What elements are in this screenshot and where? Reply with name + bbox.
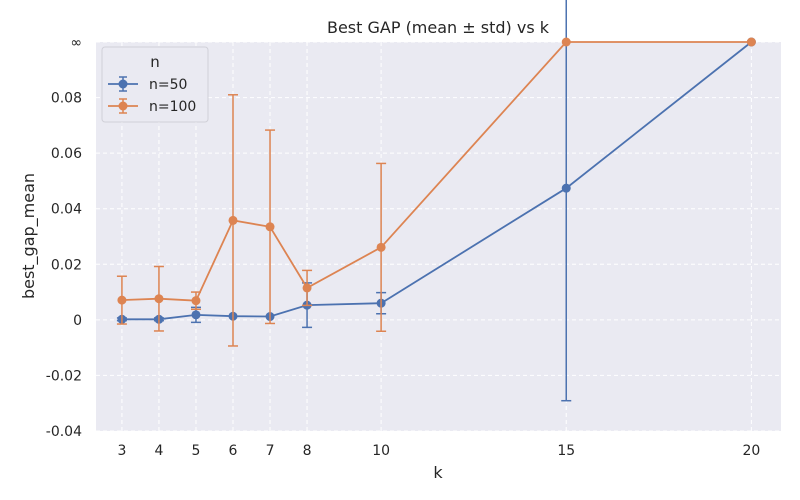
legend-item-n50: n=50 [108,76,187,93]
x-tick-label: 6 [229,443,238,459]
x-tick-label: 20 [742,443,760,459]
x-tick-label: 15 [557,443,575,459]
data-point [191,296,201,306]
y-tick-label: 0.04 [51,202,82,218]
x-tick-label: 4 [154,443,163,459]
legend-label-n100: n=100 [149,99,196,115]
x-axis-label: k [433,463,443,482]
legend-marker-n100 [118,101,128,111]
data-point [746,37,756,47]
x-tick-label: 10 [372,443,390,459]
data-point [302,283,312,293]
y-tick-label: 0.08 [51,91,82,107]
data-point [376,242,386,252]
series-layer [116,0,756,402]
y-tick-label: ∞ [70,35,82,51]
legend: n n=50 n=100 [101,46,209,123]
series-n=100 [116,37,756,347]
data-point [191,310,201,320]
y-tick-label: -0.04 [46,424,82,440]
y-tick-label: 0 [73,313,82,329]
legend-box [101,46,209,123]
data-point [561,183,571,193]
data-point [117,295,127,305]
legend-label-n50: n=50 [149,77,187,93]
legend-title: n [150,53,160,71]
legend-marker-n50 [118,79,128,89]
data-point [561,37,571,47]
data-point [265,222,275,232]
data-point [154,294,164,304]
y-tick-label: -0.02 [46,368,82,384]
x-tick-label: 3 [117,443,126,459]
x-tick-label: 7 [266,443,275,459]
tick-labels: 3 4 5 6 7 8 10 15 20 -0.04 -0.02 0 0.02 0.04 0.06 0.08 ∞ [46,35,761,459]
plot-area [96,42,781,431]
y-tick-label: 0.02 [51,257,82,273]
legend-item-n100: n=100 [108,98,196,115]
y-axis-label: best_gap_mean [19,173,39,299]
x-tick-label: 5 [192,443,201,459]
data-point [228,215,238,225]
y-tick-label: 0.06 [51,146,82,162]
chart-title: Best GAP (mean ± std) vs k [327,18,550,37]
x-tick-label: 8 [303,443,312,459]
